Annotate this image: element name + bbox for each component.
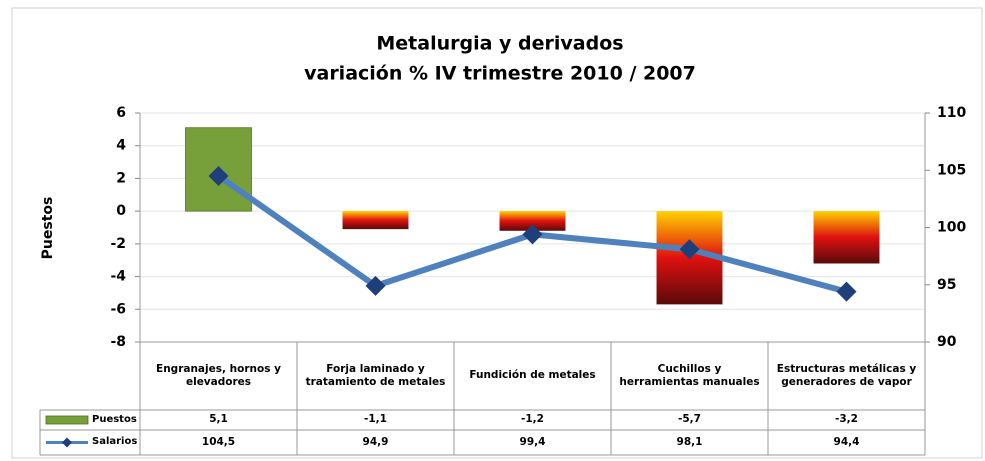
data-table-value: -5,7 bbox=[678, 413, 701, 426]
category-label: Estructuras metálicas y generadores de v… bbox=[776, 362, 917, 388]
y-tick-label: 4 bbox=[116, 138, 126, 154]
marker bbox=[208, 165, 229, 186]
y2-tick-label: 95 bbox=[937, 277, 956, 293]
legend-label: Salarios bbox=[92, 436, 138, 448]
y-tick-label: -8 bbox=[110, 334, 126, 350]
marker bbox=[679, 239, 700, 260]
y2-tick-label: 105 bbox=[937, 162, 966, 178]
marker bbox=[522, 224, 543, 245]
legend-marker bbox=[62, 437, 72, 448]
chart-title: Metalurgia y derivados bbox=[376, 33, 623, 55]
category-label: Forja laminado y tratamiento de metales bbox=[305, 362, 446, 388]
data-table-value: 98,1 bbox=[676, 435, 703, 448]
data-table-value: -3,2 bbox=[835, 413, 858, 426]
y2-tick-label: 100 bbox=[937, 220, 966, 236]
data-table-value: -1,2 bbox=[521, 413, 544, 426]
category-label: Fundición de metales bbox=[469, 369, 596, 382]
data-table-value: 94,9 bbox=[362, 435, 389, 448]
y-tick-label: -4 bbox=[110, 269, 126, 285]
data-table-value: 94,4 bbox=[833, 435, 860, 448]
legend-swatch bbox=[45, 415, 89, 425]
data-table-value: -1,1 bbox=[364, 413, 387, 426]
data-table-value: 104,5 bbox=[201, 435, 236, 448]
category-label: Cuchillos y herramientas manuales bbox=[619, 362, 760, 388]
y2-tick-label: 110 bbox=[937, 105, 966, 121]
y-axis-label: Puestos bbox=[40, 197, 56, 260]
bar bbox=[342, 211, 409, 230]
legend-label: Puestos bbox=[92, 413, 137, 425]
data-table-value: 5,1 bbox=[209, 413, 228, 426]
chart-frame bbox=[11, 7, 983, 459]
y-tick-label: 2 bbox=[116, 170, 126, 186]
bar bbox=[813, 211, 880, 264]
marker bbox=[365, 275, 386, 296]
data-table-value: 99,4 bbox=[519, 435, 546, 448]
y-tick-label: -2 bbox=[110, 236, 126, 252]
y-tick-label: 0 bbox=[116, 203, 126, 219]
chart-subtitle: variación % IV trimestre 2010 / 2007 bbox=[304, 63, 696, 85]
bar bbox=[499, 211, 566, 231]
y-tick-label: -6 bbox=[110, 301, 126, 317]
category-label: Engranajes, hornos y elevadores bbox=[156, 362, 281, 388]
marker bbox=[836, 281, 857, 302]
y-tick-label: 6 bbox=[116, 105, 126, 121]
y2-tick-label: 90 bbox=[937, 334, 957, 350]
